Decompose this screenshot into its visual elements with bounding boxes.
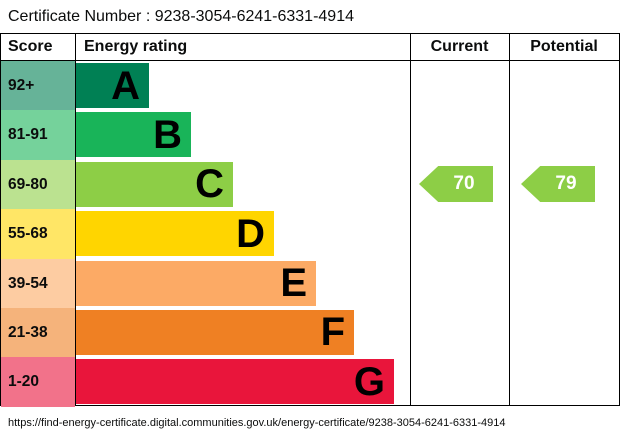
band-row-e: 39-54 E: [0, 258, 410, 308]
header-score: Score: [8, 38, 53, 55]
column-divider-current: [410, 34, 411, 405]
band-bar-d: D: [76, 211, 274, 257]
band-letter: C: [195, 162, 224, 207]
band-row-b: 81-91 B: [0, 110, 410, 160]
band-letter: A: [111, 63, 140, 108]
energy-rating-table: Score Energy rating Current Potential 92…: [0, 33, 620, 407]
band-letter: G: [353, 359, 385, 404]
current-rating-value: 70: [453, 173, 475, 194]
band-bar-g: G: [76, 359, 394, 405]
band-row-d: 55-68 D: [0, 209, 410, 259]
band-row-g: 1-20 G: [0, 357, 410, 407]
score-range: 81-91: [1, 110, 75, 160]
band-bar-b: B: [76, 112, 191, 158]
header-energy-rating: Energy rating: [84, 38, 188, 55]
band-bar-e: E: [76, 260, 316, 306]
certificate-url: https://find-energy-certificate.digital.…: [8, 417, 506, 429]
band-bar-a: A: [76, 63, 149, 108]
column-divider-score: [75, 34, 76, 405]
score-range: 39-54: [1, 258, 75, 308]
header-current: Current: [430, 38, 489, 55]
band-letter: B: [153, 112, 182, 157]
band-letter: D: [236, 211, 265, 256]
score-range: 1-20: [1, 357, 75, 407]
table-border-left: [0, 34, 1, 405]
band-letter: E: [280, 261, 307, 306]
band-bar-c: C: [76, 161, 233, 207]
header-potential: Potential: [530, 38, 598, 55]
column-divider-potential: [509, 34, 510, 405]
band-row-a: 92+ A: [0, 61, 410, 111]
certificate-number-label: Certificate Number :: [8, 8, 151, 25]
score-range: 21-38: [1, 307, 75, 358]
table-header-row: Score Energy rating Current Potential: [0, 34, 620, 61]
certificate-number-value: 9238-3054-6241-6331-4914: [154, 8, 354, 25]
score-range: 92+: [1, 61, 75, 111]
score-range: 69-80: [1, 159, 75, 210]
band-row-c: 69-80 C: [0, 159, 410, 210]
band-row-f: 21-38 F: [0, 307, 410, 358]
certificate-number-line: Certificate Number : 9238-3054-6241-6331…: [8, 8, 354, 26]
band-rows: 92+ A 81-91 B 69-80 C 55-68 D 39-54 E 21…: [0, 61, 620, 407]
band-bar-f: F: [76, 309, 354, 355]
band-letter: F: [320, 310, 345, 355]
potential-rating-value: 79: [555, 173, 577, 194]
score-range: 55-68: [1, 209, 75, 259]
